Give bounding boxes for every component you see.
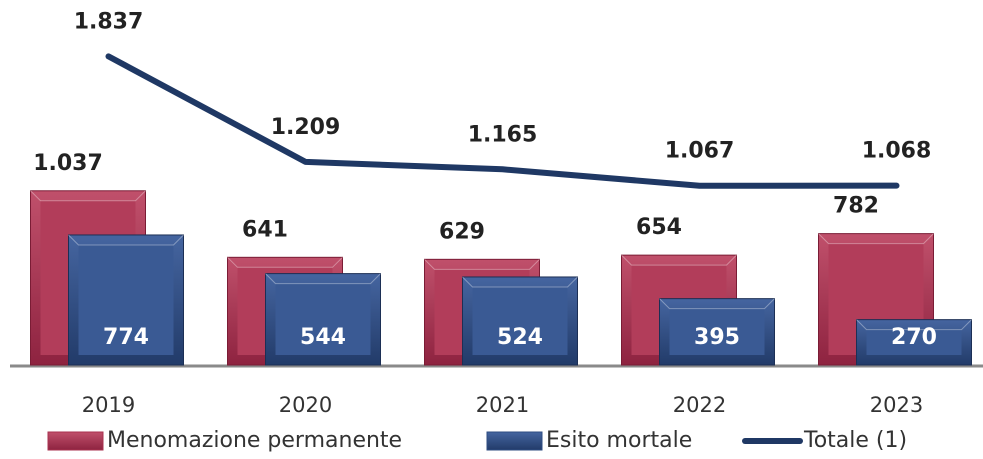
- value-label: 782: [833, 194, 879, 219]
- value-label: 774: [103, 325, 149, 350]
- line: [105, 53, 900, 189]
- bar-face: [275, 283, 371, 355]
- bar-bevel: [856, 319, 972, 331]
- bar-face: [78, 244, 174, 355]
- value-label: 395: [694, 325, 740, 350]
- value-label: 1.067: [665, 139, 735, 164]
- x-tick-label: 2021: [476, 393, 529, 417]
- value-label: 654: [636, 215, 682, 240]
- bar-face: [669, 308, 765, 355]
- bar-bevel: [265, 273, 381, 285]
- bar-bevel: [30, 190, 146, 202]
- bar-bevel: [424, 258, 540, 270]
- legend-swatch: [47, 431, 104, 451]
- value-label: 1.209: [271, 115, 341, 140]
- bar-bevel: [68, 234, 184, 246]
- value-label: 641: [242, 217, 288, 242]
- bar-bevel: [621, 254, 737, 266]
- bar-face: [866, 329, 962, 355]
- x-tick-label: 2020: [279, 393, 332, 417]
- value-label: 270: [891, 325, 937, 350]
- legend-label: Menomazione permanente: [107, 428, 402, 453]
- bar-bevel: [227, 256, 343, 268]
- value-label: 1.068: [862, 139, 932, 164]
- x-tick-label: 2022: [673, 393, 726, 417]
- value-label: 1.837: [74, 9, 144, 34]
- value-label: 524: [497, 325, 543, 350]
- legend-label: Esito mortale: [546, 428, 692, 453]
- x-tick-label: 2019: [82, 393, 135, 417]
- legend-label: Totale (1): [803, 428, 907, 453]
- bar-bevel: [462, 276, 578, 288]
- bar-bevel: [659, 298, 775, 310]
- value-label: 544: [300, 325, 346, 350]
- bar-bevel: [818, 233, 934, 245]
- value-label: 1.165: [468, 122, 538, 147]
- value-label: 1.037: [33, 151, 103, 176]
- legend-swatch: [486, 431, 543, 451]
- value-label: 629: [439, 219, 485, 244]
- bar-face: [472, 286, 568, 355]
- x-tick-label: 2023: [870, 393, 923, 417]
